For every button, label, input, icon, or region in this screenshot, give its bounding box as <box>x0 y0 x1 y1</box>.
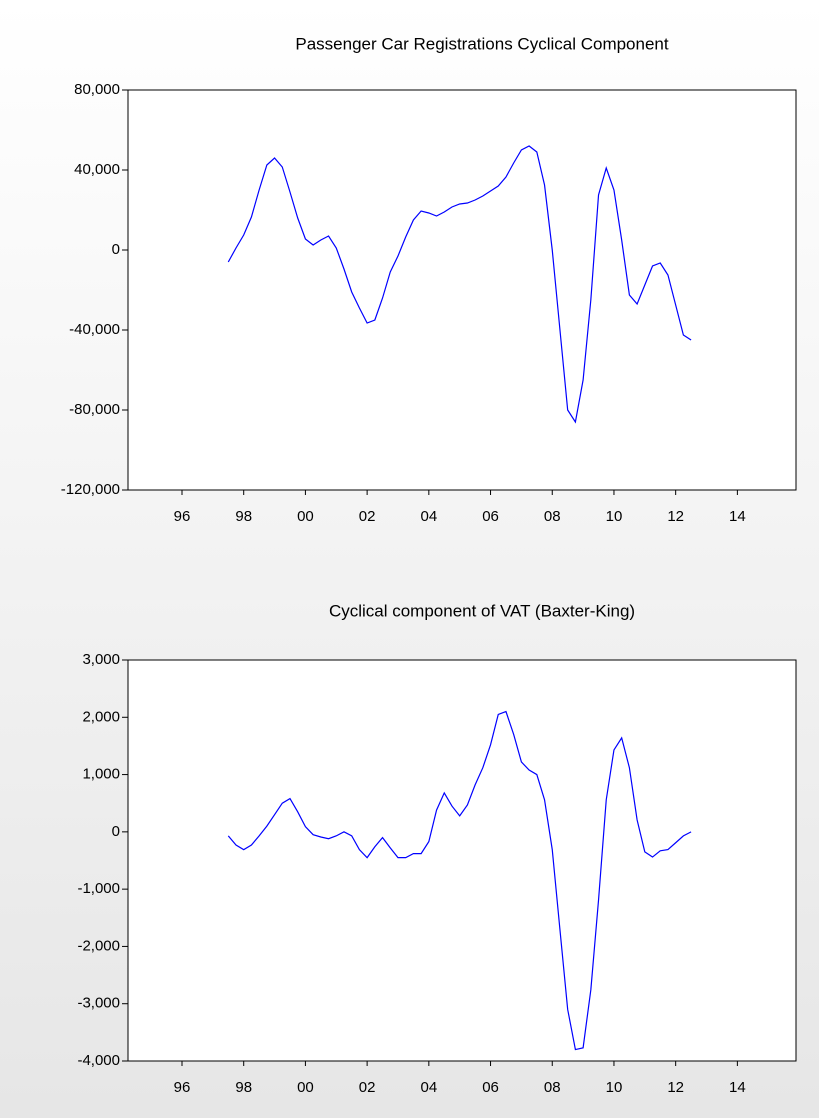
y-tick-label: -4,000 <box>77 1052 120 1069</box>
y-tick-label: 0 <box>112 823 120 840</box>
x-tick-label: 10 <box>606 1079 623 1096</box>
y-tick-label: 1,000 <box>82 766 120 783</box>
x-tick-label: 06 <box>482 1079 499 1096</box>
y-tick-label: 2,000 <box>82 708 120 725</box>
x-tick-label: 00 <box>297 508 314 525</box>
x-tick-label: 00 <box>297 1079 314 1096</box>
x-tick-label: 98 <box>235 508 252 525</box>
data-line <box>227 145 692 424</box>
y-tick-label: 40,000 <box>74 161 120 178</box>
x-tick-label: 14 <box>729 508 746 525</box>
y-tick-label: -80,000 <box>69 401 120 418</box>
x-tick-label: 06 <box>482 508 499 525</box>
x-tick-label: 96 <box>174 1079 191 1096</box>
x-tick-label: 04 <box>420 508 437 525</box>
y-tick-label: 80,000 <box>74 81 120 98</box>
y-tick-label: -120,000 <box>61 481 120 498</box>
y-tick-label: -2,000 <box>77 937 120 954</box>
x-tick-label: 14 <box>729 1079 746 1096</box>
x-tick-label: 98 <box>235 1079 252 1096</box>
x-tick-label: 08 <box>544 508 561 525</box>
y-tick-label: -1,000 <box>77 880 120 897</box>
chart-title: Cyclical component of VAT (Baxter-King) <box>329 601 635 620</box>
x-tick-label: 96 <box>174 508 191 525</box>
y-tick-label: -3,000 <box>77 995 120 1012</box>
y-tick-label: 3,000 <box>82 651 120 668</box>
x-tick-label: 04 <box>420 1079 437 1096</box>
plot-area <box>127 659 797 1062</box>
y-tick-label: 0 <box>112 241 120 258</box>
x-tick-label: 02 <box>359 1079 376 1096</box>
chart-title: Passenger Car Registrations Cyclical Com… <box>295 34 668 53</box>
x-tick-label: 12 <box>667 1079 684 1096</box>
plot-area <box>127 89 797 491</box>
x-tick-label: 10 <box>606 508 623 525</box>
data-line <box>227 710 692 1051</box>
x-tick-label: 02 <box>359 508 376 525</box>
x-tick-label: 08 <box>544 1079 561 1096</box>
x-tick-label: 12 <box>667 508 684 525</box>
y-tick-label: -40,000 <box>69 321 120 338</box>
